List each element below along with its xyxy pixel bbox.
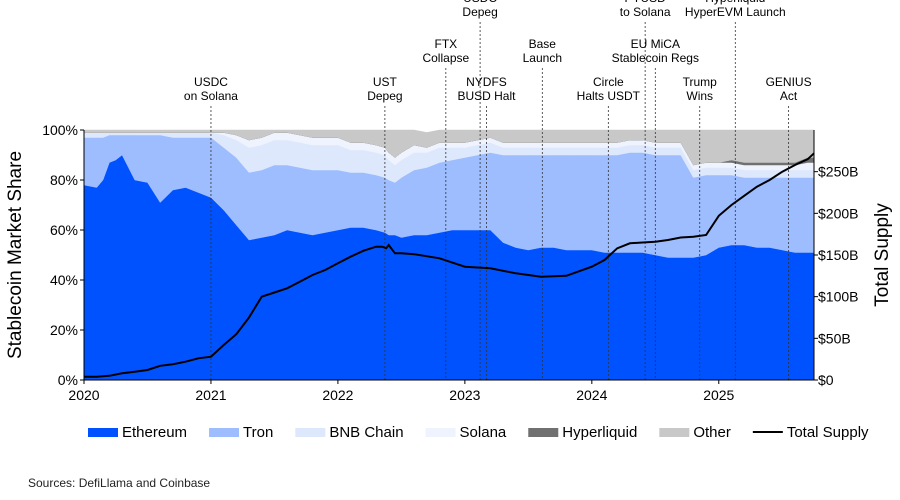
y2-tick-label: $150B xyxy=(818,247,858,263)
area-layers xyxy=(83,129,815,381)
x-tick-label: 2022 xyxy=(322,387,353,403)
y-tick-label: 60% xyxy=(50,222,78,238)
event-label: Wins xyxy=(686,89,713,103)
event-label: Base xyxy=(529,37,557,51)
y-tick-label: 80% xyxy=(50,172,78,188)
event-label: to Solana xyxy=(620,5,671,19)
legend-swatch xyxy=(659,428,690,437)
total-supply-line xyxy=(84,152,815,378)
legend-swatch xyxy=(528,428,559,437)
y2-tick-label: $200B xyxy=(818,205,858,221)
legend-item-hyperliquid: Hyperliquid xyxy=(528,424,637,441)
legend-item-bnb-chain: BNB Chain xyxy=(295,424,404,441)
x-tick-label: 2024 xyxy=(576,387,607,403)
y2-tick-label: $250B xyxy=(818,164,858,180)
event-label: Circle xyxy=(593,75,624,89)
event-label: Act xyxy=(780,89,798,103)
y-tick-label: 40% xyxy=(50,272,78,288)
event-label: USDC xyxy=(194,75,228,89)
y-tick-label: 0% xyxy=(58,372,78,388)
legend-swatch xyxy=(295,428,326,437)
legend-label: Tron xyxy=(243,424,273,441)
x-tick-label: 2020 xyxy=(68,387,99,403)
legend-label: Hyperliquid xyxy=(562,424,637,441)
event-label: Hyperliquid xyxy=(705,0,765,5)
event-label: FTX xyxy=(434,37,457,51)
event-label: Depeg xyxy=(367,89,402,103)
event-label: on Solana xyxy=(184,89,238,103)
legend-label: Total Supply xyxy=(787,424,869,441)
legend-label: Solana xyxy=(460,424,507,441)
legend-item-ethereum: Ethereum xyxy=(88,424,187,441)
event-label: Stablecoin Regs xyxy=(612,51,699,65)
legend-item-solana: Solana xyxy=(425,424,507,441)
x-tick-label: 2025 xyxy=(703,387,734,403)
event-label: UST xyxy=(373,75,398,89)
legend-swatch xyxy=(88,428,118,437)
total-supply-layer xyxy=(84,152,815,378)
event-label: PYUSD xyxy=(624,0,666,5)
axes: 0% 20% 40% 60% 80% 100% $0 $50B $100B $150B $200B $… xyxy=(5,122,893,403)
legend-item-other: Other xyxy=(659,424,731,441)
source-note: Sources: DefiLlama and Coinbase xyxy=(28,476,211,490)
event-label: Collapse xyxy=(422,51,469,65)
legend-item-total-supply: Total Supply xyxy=(752,424,869,441)
y2-tick-label: $0 xyxy=(818,372,834,388)
event-label: Halts USDT xyxy=(577,89,641,103)
event-label: GENIUS xyxy=(766,75,812,89)
event-label: Depeg xyxy=(462,5,497,19)
y2-axis-title: Total Supply xyxy=(872,203,893,307)
event-label: USDC xyxy=(463,0,497,5)
event-label: BUSD Halt xyxy=(457,89,516,103)
legend-swatch xyxy=(209,428,240,437)
event-label: EU MiCA xyxy=(631,37,680,51)
y-axis-title: Stablecoin Market Share xyxy=(5,151,26,359)
event-label: NYDFS xyxy=(466,75,507,89)
y2-tick-label: $50B xyxy=(818,330,851,346)
event-label: Trump xyxy=(683,75,718,89)
legend: Ethereum Tron BNB Chain Solana Hyperliquid Ot… xyxy=(88,424,869,441)
x-tick-label: 2021 xyxy=(195,387,226,403)
y-tick-label: 100% xyxy=(42,122,78,138)
event-label: Launch xyxy=(523,51,562,65)
y-tick-label: 20% xyxy=(50,322,78,338)
legend-label: BNB Chain xyxy=(329,424,403,441)
y2-tick-label: $100B xyxy=(818,289,858,305)
legend-item-tron: Tron xyxy=(209,424,273,441)
legend-label: Other xyxy=(693,424,731,441)
legend-swatch xyxy=(425,428,456,437)
x-tick-label: 2023 xyxy=(449,387,480,403)
legend-label: Ethereum xyxy=(122,424,187,441)
event-label: HyperEVM Launch xyxy=(685,5,786,19)
